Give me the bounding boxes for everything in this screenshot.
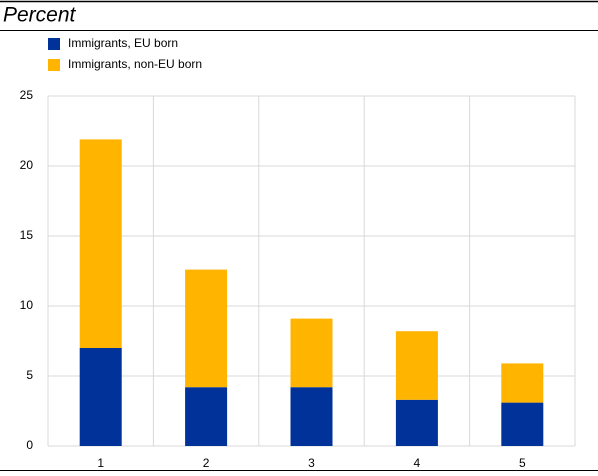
- bar-segment: [185, 387, 228, 446]
- bar-segment: [395, 331, 438, 400]
- bar-segment: [290, 318, 333, 388]
- bar-segment: [395, 399, 438, 446]
- bar-segment: [79, 139, 122, 348]
- x-tick-label: 4: [414, 456, 421, 470]
- y-tick-label: 10: [20, 298, 34, 312]
- y-tick-label: 0: [26, 438, 33, 452]
- y-tick-label: 15: [20, 228, 34, 242]
- bar-segment: [501, 363, 544, 403]
- legend-label: Immigrants, non-EU born: [68, 57, 202, 71]
- x-tick-label: 2: [203, 456, 210, 470]
- y-tick-label: 5: [26, 368, 33, 382]
- legend-swatch: [48, 59, 60, 71]
- bar-segment: [185, 269, 228, 388]
- y-tick-label: 25: [20, 88, 34, 102]
- chart-title: Percent: [3, 4, 77, 27]
- x-tick-label: 3: [308, 456, 315, 470]
- legend-swatch: [48, 38, 60, 50]
- y-tick-label: 20: [20, 158, 34, 172]
- bar-segment: [290, 387, 333, 446]
- x-tick-label: 5: [519, 456, 526, 470]
- bar-segment: [79, 348, 122, 446]
- x-tick-label: 1: [97, 456, 104, 470]
- legend-label: Immigrants, EU born: [68, 36, 178, 50]
- bar-segment: [501, 402, 544, 446]
